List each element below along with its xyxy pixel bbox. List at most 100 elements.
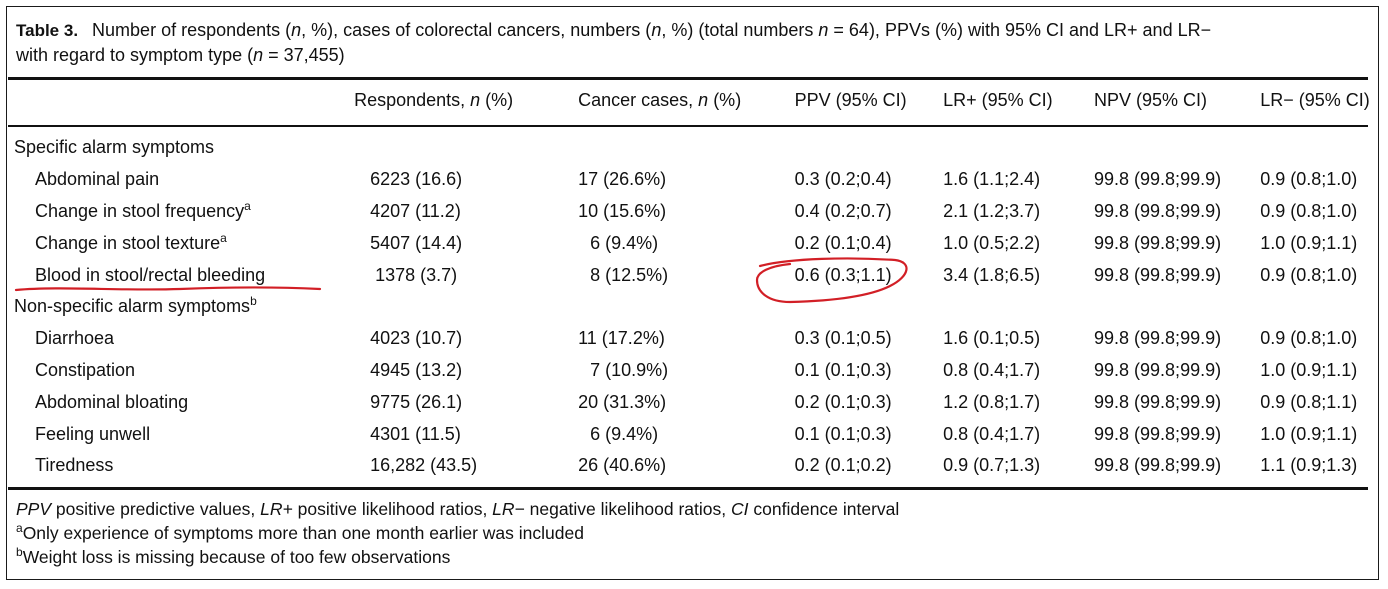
table-row: Diarrhoea 4023 (10.7) 11 (17.2%) 0.3 (0.1;0… [14, 323, 1388, 355]
respondents-cell: 1378 (3.7) [375, 264, 458, 285]
ppv-cell: 0.2 (0.1;0.2) [794, 455, 892, 476]
cancer-cases-cell: 20 (31.3%) [578, 391, 667, 412]
symptom-name: Abdominal pain [35, 169, 160, 190]
header-lr-plus: LR+ (95% CI) [943, 90, 1053, 110]
table-row: Abdominal pain 6223 (16.6) 17 (26.6%) 0.3 (… [14, 164, 1388, 196]
footnote-b: bWeight loss is missing because of too f… [16, 545, 451, 567]
ppv-cell: 0.1 (0.1;0.3) [794, 359, 892, 380]
header-cancer-cases: Cancer cases, n (%) [578, 90, 742, 110]
lr-plus-cell: 0.8 (0.4;1.7) [943, 359, 1041, 380]
npv-cell: 99.8 (99.8;99.9) [1094, 328, 1222, 349]
footnote-a: aOnly experience of symptoms more than o… [16, 521, 584, 543]
lr-plus-cell: 1.6 (0.1;0.5) [943, 328, 1041, 349]
group-row: Specific alarm symptoms [14, 122, 1388, 164]
npv-cell: 99.8 (99.8;99.9) [1094, 359, 1222, 380]
lr-plus-cell: 0.9 (0.7;1.3) [943, 455, 1041, 476]
table-row: Feeling unwell 4301 (11.5) 6 (9.4%) 0.1 (0.… [14, 418, 1388, 450]
caption-text: , %), cases of colorectal cancers, numbe… [301, 20, 652, 40]
table-frame [6, 6, 1379, 580]
npv-cell: 99.8 (99.8;99.9) [1094, 391, 1222, 412]
symptom-name: Tiredness [35, 455, 114, 476]
table-row: Constipation 4945 (13.2) 7 (10.9%) 0.1 (0.1… [14, 355, 1388, 387]
caption-text: with regard to symptom type ( [16, 45, 254, 65]
npv-cell: 99.8 (99.8;99.9) [1094, 264, 1222, 285]
respondents-cell: 16,282 (43.5) [370, 455, 478, 476]
lr-minus-cell: 0.9 (0.8;1.0) [1260, 169, 1358, 190]
header-npv: NPV (95% CI) [1094, 90, 1208, 110]
bottom-rule [8, 487, 1368, 490]
header-respondents: Respondents, n (%) [354, 90, 514, 110]
respondents-cell: 4207 (11.2) [370, 200, 461, 221]
table-label: Table 3. [16, 21, 79, 40]
ppv-cell: 0.4 (0.2;0.7) [794, 200, 892, 221]
lr-plus-cell: 3.4 (1.8;6.5) [943, 264, 1041, 285]
cancer-cases-cell: 8 (12.5%) [590, 264, 669, 285]
caption-italic-n: n [253, 45, 264, 65]
lr-minus-cell: 1.0 (0.9;1.1) [1260, 359, 1358, 380]
symptom-name: Diarrhoea [35, 328, 115, 349]
lr-minus-cell: 1.1 (0.9;1.3) [1260, 455, 1358, 476]
table-row: Tiredness 16,282 (43.5) 26 (40.6%) 0.2 (0.1… [14, 450, 1388, 482]
lr-plus-cell: 2.1 (1.2;3.7) [943, 200, 1041, 221]
header-row: Respondents, n (%) Cancer cases, n (%) P… [14, 88, 1388, 122]
cancer-cases-cell: 10 (15.6%) [578, 200, 667, 221]
npv-cell: 99.8 (99.8;99.9) [1094, 423, 1222, 444]
respondents-cell: 5407 (14.4) [370, 232, 463, 253]
caption-text: , %) (total numbers [661, 20, 819, 40]
symptom-name: Change in stool frequencya [35, 198, 251, 221]
header-rule [8, 125, 1368, 127]
table-row: Change in stool frequencya 4207 (11.2) 10 … [14, 196, 1388, 228]
symptom-name: Feeling unwell [35, 423, 151, 444]
ppv-cell: 0.3 (0.2;0.4) [794, 169, 892, 190]
cancer-cases-cell: 26 (40.6%) [578, 455, 667, 476]
symptom-name: Blood in stool/rectal bleeding [35, 264, 266, 285]
lr-minus-cell: 0.9 (0.8;1.0) [1260, 328, 1358, 349]
group-label: Specific alarm symptoms [14, 137, 215, 158]
symptom-name: Change in stool texturea [35, 230, 227, 253]
respondents-cell: 9775 (26.1) [370, 391, 463, 412]
lr-plus-cell: 0.8 (0.4;1.7) [943, 423, 1041, 444]
caption-italic-n: n [818, 20, 829, 40]
npv-cell: 99.8 (99.8;99.9) [1094, 200, 1222, 221]
caption-text: = 64), PPVs (%) with 95% CI and LR+ and … [828, 20, 1212, 40]
caption-text: = 37,455) [263, 45, 345, 65]
npv-cell: 99.8 (99.8;99.9) [1094, 232, 1222, 253]
data-table: Respondents, n (%) Cancer cases, n (%) P… [14, 88, 1388, 482]
respondents-cell: 4301 (11.5) [370, 423, 461, 444]
table-row: Blood in stool/rectal bleeding 1378 (3.7)… [14, 259, 1388, 291]
footnote-abbreviations: PPV positive predictive values, LR+ posi… [16, 499, 900, 519]
ppv-cell: 0.6 (0.3;1.1) [794, 264, 892, 285]
npv-cell: 99.8 (99.8;99.9) [1094, 455, 1222, 476]
lr-minus-cell: 1.0 (0.9;1.1) [1260, 232, 1358, 253]
table-row: Change in stool texturea 5407 (14.4) 6 (9.… [14, 227, 1388, 259]
respondents-cell: 4945 (13.2) [370, 359, 463, 380]
lr-plus-cell: 1.6 (1.1;2.4) [943, 169, 1041, 190]
symptom-name: Constipation [35, 359, 136, 380]
cancer-cases-cell: 6 (9.4%) [590, 232, 659, 253]
ppv-cell: 0.1 (0.1;0.3) [794, 423, 892, 444]
cancer-cases-cell: 17 (26.6%) [578, 169, 667, 190]
lr-minus-cell: 1.0 (0.9;1.1) [1260, 423, 1358, 444]
table-row: Abdominal bloating 9775 (26.1) 20 (31.3%) 0… [14, 386, 1388, 418]
ppv-cell: 0.2 (0.1;0.4) [794, 232, 892, 253]
respondents-cell: 4023 (10.7) [370, 328, 463, 349]
header-lr-minus: LR− (95% CI) [1260, 90, 1370, 110]
ppv-cell: 0.2 (0.1;0.3) [794, 391, 892, 412]
table-footnotes: PPV positive predictive values, LR+ posi… [16, 497, 899, 569]
top-rule [8, 77, 1368, 80]
symptom-name: Abdominal bloating [35, 391, 189, 412]
cancer-cases-cell: 11 (17.2%) [578, 328, 665, 349]
lr-plus-cell: 1.2 (0.8;1.7) [943, 391, 1041, 412]
table-body: Specific alarm symptoms Abdominal pain 622… [14, 122, 1388, 482]
lr-plus-cell: 1.0 (0.5;2.2) [943, 232, 1041, 253]
lr-minus-cell: 0.9 (0.8;1.0) [1260, 264, 1358, 285]
header-empty [14, 88, 354, 122]
ppv-cell: 0.3 (0.1;0.5) [794, 328, 892, 349]
caption-text: Number of respondents ( [92, 20, 292, 40]
cancer-cases-cell: 6 (9.4%) [590, 423, 659, 444]
caption-italic-n: n [291, 20, 302, 40]
caption-italic-n: n [651, 20, 662, 40]
lr-minus-cell: 0.9 (0.8;1.1) [1260, 391, 1358, 412]
group-label: Non-specific alarm symptomsb [14, 294, 257, 317]
respondents-cell: 6223 (16.6) [370, 169, 463, 190]
